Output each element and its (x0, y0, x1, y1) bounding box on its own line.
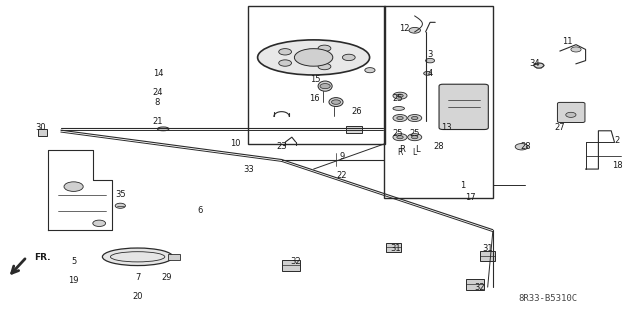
Text: 14: 14 (153, 69, 163, 78)
Text: 2: 2 (614, 136, 620, 145)
Ellipse shape (294, 49, 333, 66)
Circle shape (409, 27, 420, 33)
Circle shape (115, 203, 125, 208)
Circle shape (279, 60, 292, 66)
Bar (38, 129, 47, 136)
Text: 24: 24 (153, 88, 163, 97)
Circle shape (320, 84, 330, 89)
Text: 29: 29 (161, 273, 172, 282)
Bar (480, 251, 495, 261)
Bar (384, 6, 493, 198)
Bar (386, 243, 401, 252)
Circle shape (515, 144, 528, 150)
Bar (346, 126, 362, 133)
Text: 30: 30 (35, 123, 45, 132)
Circle shape (412, 136, 418, 139)
Text: 31: 31 (483, 244, 493, 253)
Text: R: R (399, 145, 406, 154)
Text: R: R (397, 148, 403, 157)
Text: 13: 13 (442, 123, 452, 132)
Circle shape (393, 92, 407, 99)
Circle shape (393, 134, 407, 141)
Text: 12: 12 (399, 24, 410, 33)
Circle shape (93, 220, 106, 226)
Circle shape (279, 48, 292, 55)
Text: L: L (413, 148, 417, 157)
Text: 6: 6 (197, 206, 202, 215)
Circle shape (397, 116, 403, 120)
Text: 16: 16 (310, 94, 320, 103)
Ellipse shape (318, 81, 332, 91)
Text: 28: 28 (434, 142, 444, 151)
Circle shape (393, 115, 407, 122)
FancyBboxPatch shape (439, 84, 488, 130)
Text: 8R33-B5310C: 8R33-B5310C (518, 294, 577, 303)
Text: 17: 17 (465, 193, 476, 202)
Text: 23: 23 (276, 142, 287, 151)
Circle shape (342, 54, 355, 61)
Circle shape (318, 45, 331, 51)
Circle shape (534, 63, 544, 68)
Circle shape (571, 47, 581, 52)
Circle shape (566, 112, 576, 117)
Text: 25: 25 (392, 130, 403, 138)
Ellipse shape (329, 98, 343, 107)
Bar (168, 254, 180, 260)
Text: 18: 18 (612, 161, 622, 170)
Circle shape (332, 100, 340, 104)
Circle shape (412, 116, 418, 120)
Text: 9: 9 (339, 152, 344, 161)
Circle shape (365, 68, 375, 73)
Circle shape (426, 58, 435, 63)
Circle shape (424, 71, 431, 75)
Text: 32: 32 (291, 257, 301, 266)
Bar (248, 6, 385, 144)
Text: 31: 31 (390, 244, 401, 253)
Text: 32: 32 (475, 283, 485, 292)
Text: 4: 4 (428, 69, 433, 78)
Text: 25: 25 (410, 130, 420, 138)
Text: 11: 11 (562, 37, 572, 46)
Text: 10: 10 (230, 139, 241, 148)
Text: 33: 33 (243, 165, 253, 174)
Text: 27: 27 (554, 123, 564, 132)
Ellipse shape (157, 127, 169, 131)
Circle shape (397, 136, 403, 139)
Text: 1: 1 (460, 181, 465, 189)
Circle shape (397, 94, 403, 97)
Text: 28: 28 (521, 142, 531, 151)
Ellipse shape (258, 40, 370, 75)
Text: 20: 20 (132, 292, 143, 301)
Text: 22: 22 (337, 171, 347, 180)
Text: 15: 15 (310, 75, 320, 84)
Text: 26: 26 (352, 107, 362, 116)
Text: 5: 5 (71, 257, 76, 266)
Circle shape (318, 63, 331, 70)
Bar (466, 279, 484, 290)
Bar (282, 260, 300, 271)
Text: 7: 7 (135, 273, 140, 282)
Circle shape (408, 115, 422, 122)
Text: L: L (415, 145, 420, 154)
Text: 8: 8 (155, 98, 160, 107)
Ellipse shape (393, 107, 404, 110)
Text: 25: 25 (392, 94, 403, 103)
Text: 21: 21 (152, 117, 163, 126)
Circle shape (408, 134, 422, 141)
Circle shape (64, 182, 83, 191)
Text: 3: 3 (428, 50, 433, 59)
Text: FR.: FR. (35, 253, 51, 262)
Text: 19: 19 (68, 276, 79, 285)
Text: 34: 34 (529, 59, 540, 68)
FancyBboxPatch shape (557, 102, 585, 122)
Text: 35: 35 (115, 190, 125, 199)
Ellipse shape (102, 248, 173, 265)
